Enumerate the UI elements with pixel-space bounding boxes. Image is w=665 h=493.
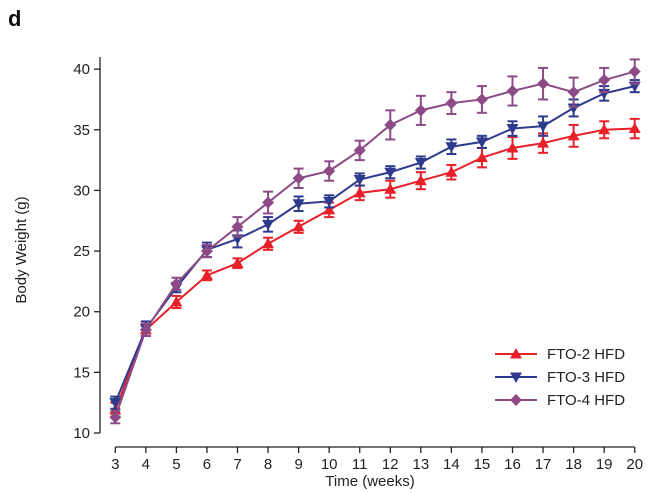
legend: FTO-2 HFD FTO-3 HFD FTO-4 HFD bbox=[495, 346, 625, 409]
data-point bbox=[384, 167, 397, 179]
x-tick-label: 5 bbox=[172, 456, 180, 473]
y-tick-label: 10 bbox=[73, 425, 90, 442]
y-tick-label: 40 bbox=[73, 61, 90, 78]
data-point bbox=[323, 165, 336, 178]
data-point bbox=[510, 348, 522, 359]
data-point bbox=[200, 245, 213, 258]
x-tick-label: 13 bbox=[412, 456, 429, 473]
data-point bbox=[109, 398, 122, 409]
x-tick-label: 3 bbox=[111, 456, 119, 473]
legend-item-fto-2-hfd: FTO-2 HFD bbox=[495, 346, 625, 363]
y-axis-title: Body Weight (g) bbox=[13, 196, 30, 303]
panel-label: d bbox=[8, 6, 21, 31]
data-point bbox=[262, 196, 275, 209]
y-tick-label: 25 bbox=[73, 243, 90, 260]
y-tick-label: 20 bbox=[73, 304, 90, 321]
data-point bbox=[384, 118, 397, 131]
data-point bbox=[414, 158, 427, 169]
data-point bbox=[445, 142, 458, 153]
x-tick-label: 4 bbox=[142, 456, 150, 473]
data-point bbox=[567, 129, 580, 141]
legend-item-fto-3-hfd: FTO-3 HFD bbox=[495, 369, 625, 386]
data-point bbox=[353, 186, 366, 198]
data-point bbox=[414, 104, 427, 117]
x-tick-label: 9 bbox=[294, 456, 302, 473]
data-point bbox=[506, 84, 519, 97]
data-point bbox=[598, 123, 611, 135]
data-point bbox=[353, 175, 366, 186]
y-tick-label: 30 bbox=[73, 182, 90, 199]
data-point bbox=[445, 166, 458, 177]
data-point bbox=[506, 141, 519, 153]
data-point bbox=[537, 77, 550, 90]
data-point bbox=[170, 296, 183, 307]
x-tick-label: 18 bbox=[565, 456, 582, 473]
series-line bbox=[114, 70, 635, 418]
data-point bbox=[510, 372, 522, 383]
x-tick-label: 20 bbox=[626, 456, 643, 473]
data-point bbox=[537, 121, 550, 133]
y-tick-label: 35 bbox=[73, 122, 90, 139]
x-tick-label: 6 bbox=[203, 456, 211, 473]
data-point bbox=[384, 183, 397, 194]
data-point bbox=[628, 65, 641, 78]
data-point bbox=[445, 97, 458, 110]
data-point bbox=[353, 144, 366, 157]
data-point bbox=[475, 93, 488, 106]
x-tick-label: 15 bbox=[474, 456, 491, 473]
data-point bbox=[598, 74, 611, 87]
y-tick-label: 15 bbox=[73, 364, 90, 381]
x-tick-label: 17 bbox=[535, 456, 552, 473]
data-point bbox=[292, 172, 305, 185]
data-point bbox=[231, 220, 244, 233]
data-point bbox=[170, 277, 183, 290]
data-point bbox=[231, 257, 244, 268]
data-point bbox=[292, 220, 305, 232]
data-point bbox=[414, 174, 427, 186]
legend-label: FTO-2 HFD bbox=[547, 346, 625, 363]
data-point bbox=[139, 323, 152, 336]
x-tick-label: 14 bbox=[443, 456, 460, 473]
x-tick-label: 19 bbox=[596, 456, 613, 473]
data-point bbox=[262, 219, 275, 231]
x-tick-label: 11 bbox=[352, 456, 368, 473]
x-tick-label: 12 bbox=[382, 456, 399, 473]
data-point bbox=[109, 411, 122, 424]
data-point bbox=[537, 137, 550, 148]
data-point bbox=[628, 122, 641, 134]
data-point bbox=[475, 151, 488, 163]
data-point bbox=[292, 199, 305, 210]
x-tick-label: 7 bbox=[233, 456, 241, 473]
legend-item-fto-4-hfd: FTO-4 HFD bbox=[495, 392, 625, 409]
series-line bbox=[114, 127, 635, 411]
data-point bbox=[506, 124, 519, 135]
series-layer bbox=[109, 58, 641, 425]
x-tick-label: 10 bbox=[321, 456, 338, 473]
data-point bbox=[323, 196, 336, 208]
x-tick-label: 8 bbox=[264, 456, 272, 473]
series-fto-4-hfd bbox=[109, 58, 641, 425]
data-point bbox=[323, 203, 336, 215]
data-point bbox=[262, 237, 275, 249]
data-point bbox=[567, 86, 580, 99]
data-point bbox=[200, 269, 213, 280]
legend-label: FTO-3 HFD bbox=[547, 369, 625, 386]
axes: 10 15 20 25 30 35 40 3 4 5 6 7 8 9 10 11 12 13 14 15 16 17 18 1… bbox=[73, 57, 643, 473]
x-tick-label: 16 bbox=[504, 456, 521, 473]
legend-label: FTO-4 HFD bbox=[547, 392, 625, 409]
data-point bbox=[475, 137, 488, 148]
data-point bbox=[510, 394, 522, 406]
x-axis-title: Time (weeks) bbox=[325, 473, 414, 490]
